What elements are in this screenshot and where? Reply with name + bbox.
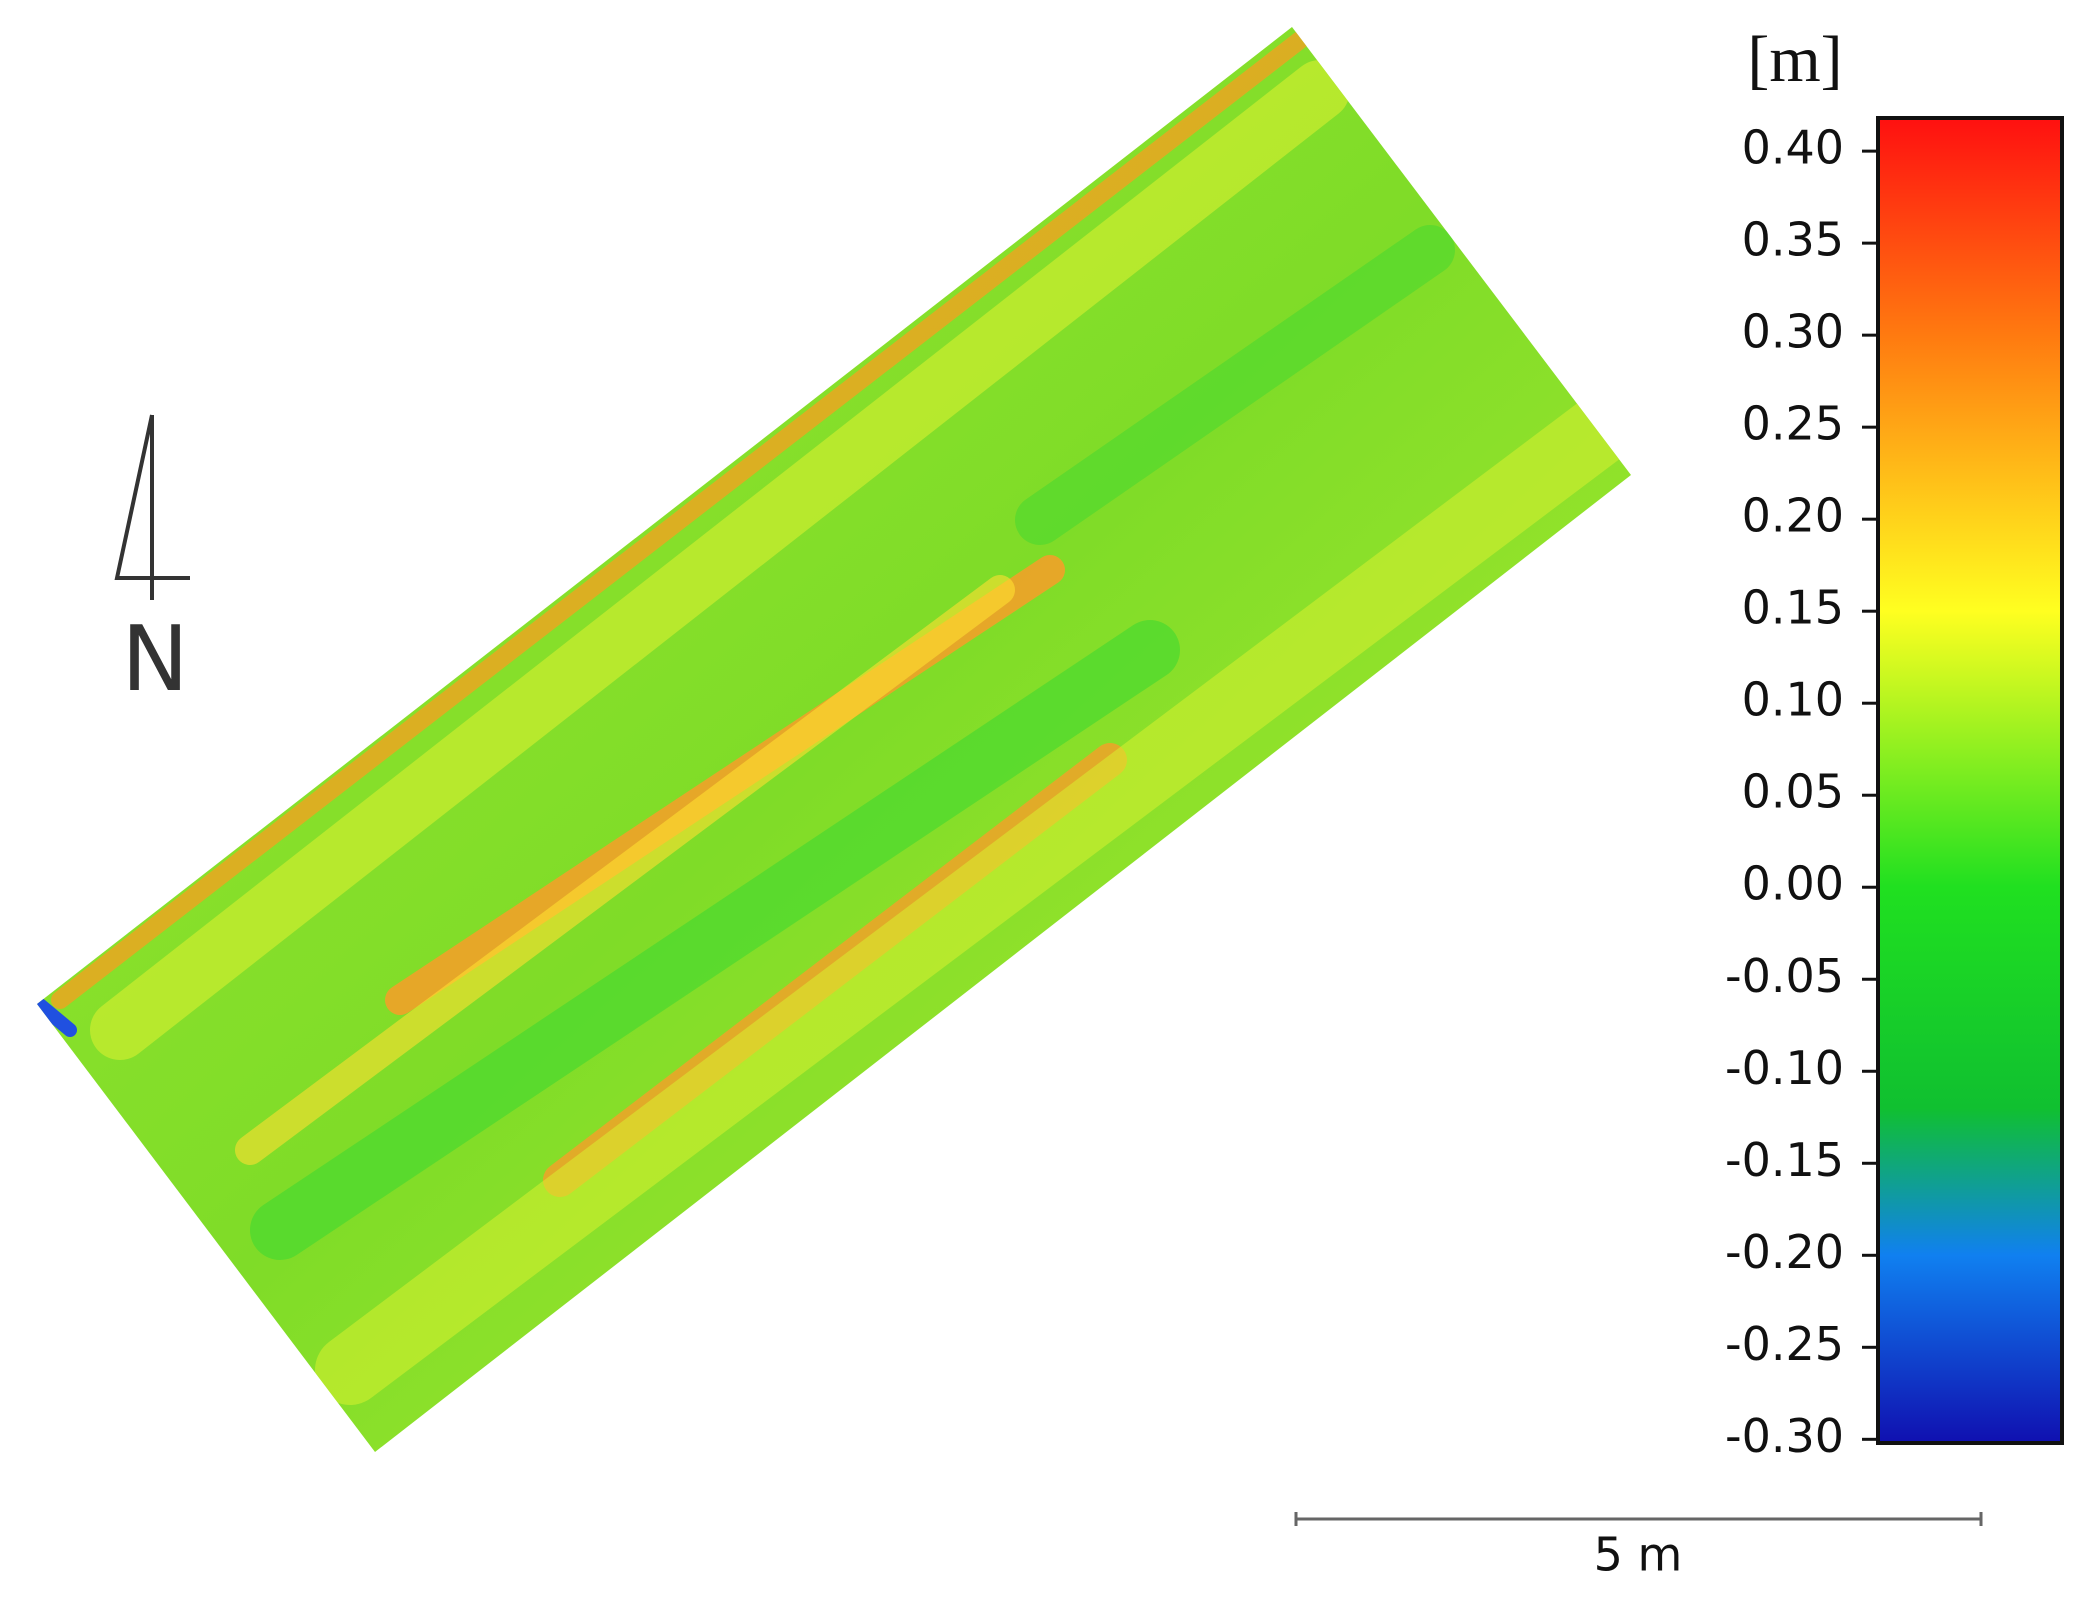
colorbar-fill [1876, 116, 2064, 1445]
tick-label: 0.00 [1742, 857, 1844, 911]
corner [37, 998, 77, 1037]
tick-label: -0.20 [1725, 1225, 1844, 1279]
tick-label: -0.15 [1725, 1133, 1844, 1187]
scale-bar [1294, 1512, 1983, 1526]
band [315, 395, 1631, 1405]
tick-label: 0.25 [1742, 397, 1844, 451]
band [90, 60, 1350, 1060]
colorbar: 0.40 0.35 0.30 0.25 0.20 0.15 0.10 0.05 0.00 -0.0… [1725, 116, 2064, 1463]
furrow [1015, 225, 1455, 545]
tick-label: 0.35 [1742, 213, 1844, 267]
tick-label: -0.30 [1725, 1409, 1844, 1463]
tick-label: -0.25 [1725, 1317, 1844, 1371]
north-arrow [114, 414, 190, 600]
tick-label: -0.05 [1725, 949, 1844, 1003]
band [235, 575, 1015, 1165]
tick-label: 0.20 [1742, 489, 1844, 543]
point-cloud [37, 27, 1631, 1452]
edge-band [51, 31, 1309, 1009]
tick-label: 0.05 [1742, 765, 1844, 819]
tick-label: 0.40 [1742, 121, 1844, 175]
scale-bar-label: 5 m [1594, 1528, 1683, 1582]
tick-label: -0.10 [1725, 1041, 1844, 1095]
tick-label: 0.10 [1742, 673, 1844, 727]
unit-label: [m] [1747, 23, 1842, 96]
tick-label: 0.30 [1742, 305, 1844, 359]
furrow [250, 620, 1180, 1260]
tick-label: 0.15 [1742, 581, 1844, 635]
north-label: N [121, 607, 188, 712]
